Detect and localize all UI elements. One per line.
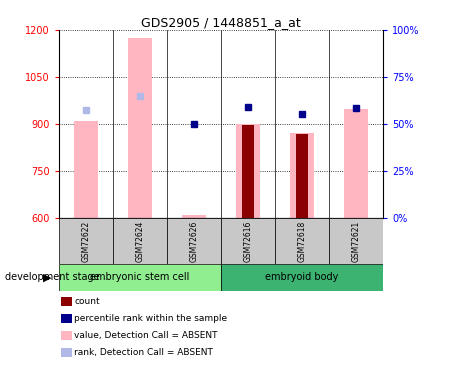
- Bar: [221, 217, 275, 264]
- Text: embryonic stem cell: embryonic stem cell: [90, 273, 189, 282]
- Bar: [221, 264, 383, 291]
- Bar: [59, 264, 221, 291]
- Text: GSM72616: GSM72616: [244, 220, 253, 262]
- Bar: [275, 217, 329, 264]
- Bar: [113, 217, 167, 264]
- Bar: [74, 121, 98, 218]
- Text: development stage: development stage: [5, 273, 99, 282]
- Text: count: count: [74, 297, 100, 306]
- Text: embryoid body: embryoid body: [266, 273, 339, 282]
- Text: GSM72622: GSM72622: [81, 220, 90, 262]
- Text: ▶: ▶: [43, 273, 52, 282]
- Bar: [128, 38, 152, 218]
- Text: GSM72621: GSM72621: [352, 220, 361, 262]
- Text: value, Detection Call = ABSENT: value, Detection Call = ABSENT: [74, 331, 218, 340]
- Bar: [296, 134, 308, 218]
- Bar: [329, 217, 383, 264]
- Bar: [182, 215, 206, 217]
- Bar: [59, 217, 113, 264]
- Text: percentile rank within the sample: percentile rank within the sample: [74, 314, 228, 323]
- Title: GDS2905 / 1448851_a_at: GDS2905 / 1448851_a_at: [141, 16, 301, 29]
- Bar: [242, 124, 254, 217]
- Bar: [167, 217, 221, 264]
- Bar: [290, 133, 314, 218]
- Bar: [344, 109, 368, 217]
- Text: GSM72618: GSM72618: [298, 220, 307, 262]
- Text: GSM72626: GSM72626: [189, 220, 198, 262]
- Text: rank, Detection Call = ABSENT: rank, Detection Call = ABSENT: [74, 348, 213, 357]
- Text: GSM72624: GSM72624: [135, 220, 144, 262]
- Bar: [236, 124, 260, 217]
